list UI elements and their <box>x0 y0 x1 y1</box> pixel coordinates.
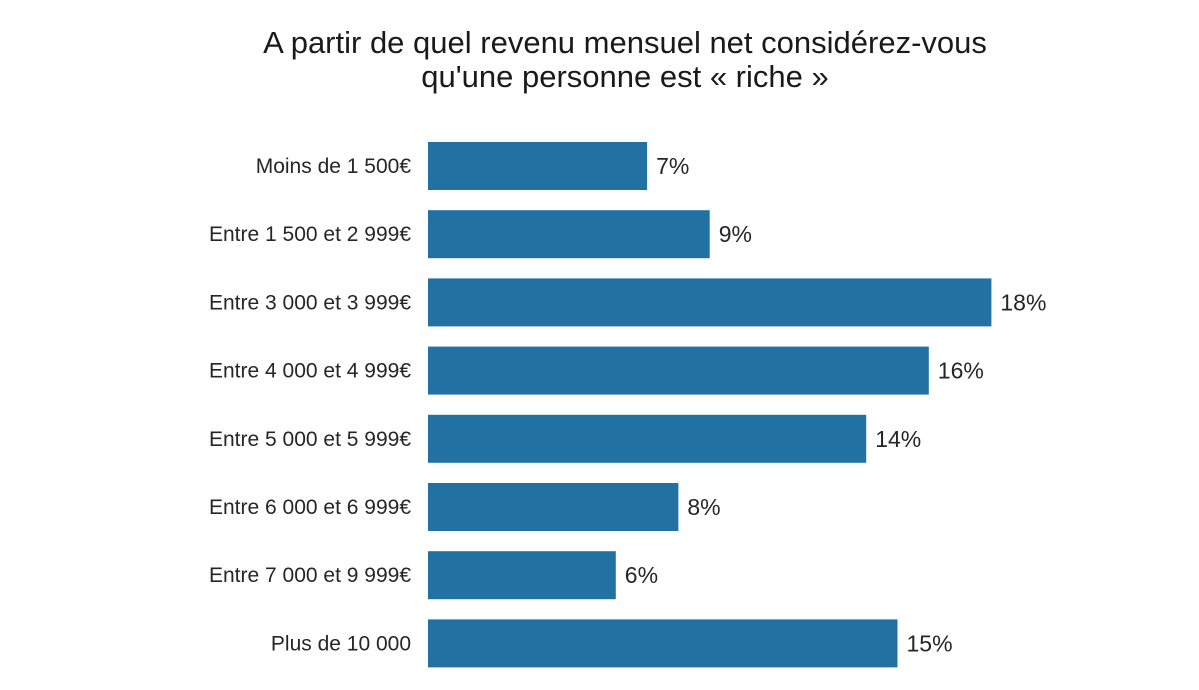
bar-7 <box>428 551 616 600</box>
chart-title: A partir de quel revenu mensuel net cons… <box>0 26 1199 94</box>
bar-1 <box>428 142 648 190</box>
chart-title-line-2: qu'une personne est « riche » <box>421 59 829 94</box>
category-label: Entre 7 000 et 9 999€ <box>209 564 411 587</box>
category-label: Moins de 1 500€ <box>256 155 412 178</box>
bar-5 <box>428 414 867 463</box>
value-label: 18% <box>1000 289 1046 315</box>
category-label: Entre 6 000 et 6 999€ <box>209 496 411 519</box>
bar-4 <box>428 346 929 395</box>
bar-8 <box>428 619 898 668</box>
value-label: 7% <box>656 153 689 179</box>
bars-layer: Moins de 1 500€ 7% Entre 1 500 et 2 999€ 9%… <box>209 142 1046 668</box>
category-label: Entre 5 000 et 5 999€ <box>209 428 411 451</box>
bar-2 <box>428 210 710 259</box>
category-label: Plus de 10 000 <box>271 632 411 655</box>
bar-3 <box>428 278 992 327</box>
value-label: 16% <box>938 358 984 384</box>
category-label: Entre 4 000 et 4 999€ <box>209 360 411 383</box>
category-label: Entre 3 000 et 3 999€ <box>209 291 411 314</box>
value-label: 6% <box>625 562 658 588</box>
category-label: Entre 1 500 et 2 999€ <box>209 223 411 246</box>
value-label: 15% <box>907 630 953 656</box>
value-label: 8% <box>687 494 720 520</box>
bar-6 <box>428 483 679 531</box>
value-label: 9% <box>719 221 752 247</box>
chart-title-line-1: A partir de quel revenu mensuel net cons… <box>263 25 987 60</box>
value-label: 14% <box>875 426 921 452</box>
